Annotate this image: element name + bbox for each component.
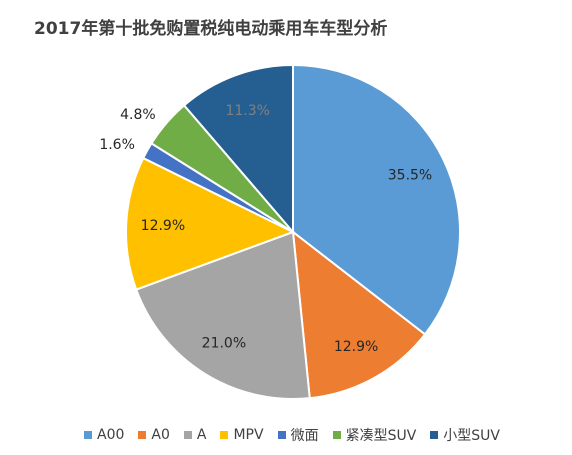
slice-label-3: 12.9%	[141, 218, 185, 234]
chart-legend: A00 A0 A MPV 微面 紧凑型SUV 小型SUV	[84, 425, 500, 445]
legend-label: MPV	[233, 427, 264, 443]
slice-label-0: 35.5%	[388, 168, 432, 184]
legend-label: A0	[151, 427, 170, 443]
legend-item-6: 小型SUV	[430, 425, 500, 445]
legend-item-4: 微面	[277, 425, 319, 445]
legend-item-5: 紧凑型SUV	[332, 425, 417, 445]
chart-title: 2017年第十批免购置税纯电动乘用车车型分析	[34, 19, 388, 39]
legend-label: A	[196, 427, 207, 443]
legend-item-3: MPV	[220, 427, 264, 443]
legend-swatch-icon	[277, 431, 286, 439]
pie-slice-1	[291, 229, 427, 400]
legend-swatch-icon	[183, 431, 192, 439]
legend-label: 紧凑型SUV	[345, 428, 417, 444]
legend-item-0: A00	[84, 427, 124, 443]
legend-swatch-icon	[84, 431, 92, 439]
slice-label-1: 12.9%	[334, 339, 378, 355]
legend-swatch-icon	[430, 431, 439, 439]
slice-label-4: 1.6%	[99, 137, 135, 153]
legend-swatch-icon	[220, 431, 229, 439]
legend-label: A00	[97, 427, 125, 443]
legend-item-2: A	[183, 427, 207, 443]
pie-slice-0	[292, 63, 461, 336]
slice-label-2: 21.0%	[202, 335, 246, 351]
slice-label-5: 4.8%	[120, 107, 156, 123]
legend-item-1: A0	[138, 427, 170, 443]
legend-swatch-icon	[332, 431, 341, 439]
pie-slice-6	[182, 63, 294, 235]
legend-swatch-icon	[138, 431, 147, 439]
legend-label: 微面	[290, 428, 319, 444]
pie-slice-3	[125, 156, 296, 291]
slice-label-6: 11.3%	[225, 103, 269, 119]
legend-label: 小型SUV	[443, 428, 501, 444]
